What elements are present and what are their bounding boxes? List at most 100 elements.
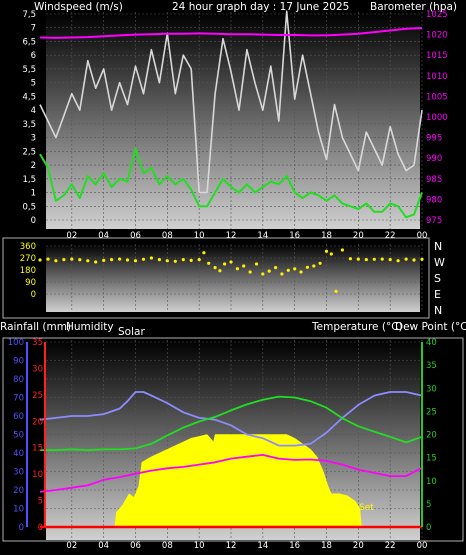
windspeed-tick-label: 4,5 xyxy=(22,92,36,102)
windspeed-tick-label: 3 xyxy=(31,134,36,144)
windspeed-tick-label: 7,5 xyxy=(22,10,36,20)
barometer-tick-label: 975 xyxy=(426,216,442,226)
barometer-tick-label: 1025 xyxy=(426,10,448,20)
direction-point xyxy=(396,259,400,263)
direction-label-w: W xyxy=(434,256,445,269)
rainfall-tick-label: 10 xyxy=(32,470,43,480)
rainfall-tick-label: 0 xyxy=(38,523,43,533)
direction-tick-label: 0 xyxy=(31,290,36,300)
time-tick-label: 20 xyxy=(353,541,364,551)
series-humidity xyxy=(39,391,423,447)
rainfall-tick-label: 25 xyxy=(32,391,43,401)
temperature-tick-label: 35 xyxy=(426,361,437,371)
temperature-tick-label: 30 xyxy=(426,384,437,394)
time-tick-label: 22 xyxy=(385,231,396,241)
rainfall-tick-label: 5 xyxy=(38,497,43,507)
humidity-tick-label: 100 xyxy=(8,338,24,348)
time-tick-label: 18 xyxy=(321,541,332,551)
direction-point xyxy=(207,261,211,265)
windspeed-tick-label: 2,5 xyxy=(22,147,36,157)
time-tick-label: 12 xyxy=(226,541,237,551)
direction-point xyxy=(299,270,303,274)
dewpoint-axis-title: Dew Point (°C) xyxy=(395,321,466,333)
temperature-tick-label: 10 xyxy=(426,477,437,487)
windspeed-axis-title: Windspeed (m/s) xyxy=(34,1,123,13)
windspeed-tick-label: 3,5 xyxy=(22,120,36,130)
barometer-tick-label: 995 xyxy=(426,134,442,144)
time-tick-label: 06 xyxy=(130,541,141,551)
time-tick-label: 10 xyxy=(194,541,205,551)
direction-point xyxy=(348,257,352,261)
time-tick-label: 02 xyxy=(66,231,77,241)
panel-wind-barometer xyxy=(46,12,420,229)
direction-point xyxy=(364,258,368,262)
direction-point xyxy=(202,251,206,255)
windspeed-tick-label: 1,5 xyxy=(22,175,36,185)
lower-panel-border xyxy=(2,337,464,542)
direction-point xyxy=(94,260,98,264)
direction-point xyxy=(340,248,344,252)
direction-point xyxy=(293,267,297,271)
windspeed-tick-label: 7 xyxy=(31,24,36,34)
direction-point xyxy=(372,257,376,261)
rainfall-tick-label: 15 xyxy=(32,444,43,454)
direction-point xyxy=(254,262,259,266)
barometer-tick-label: 990 xyxy=(426,154,442,164)
series-barometer xyxy=(39,27,423,39)
barometer-tick-label: 985 xyxy=(426,175,442,185)
series-temperature xyxy=(40,395,423,452)
time-tick-label: 08 xyxy=(162,541,173,551)
windspeed-tick-label: 6 xyxy=(31,51,36,61)
direction-point xyxy=(388,258,392,262)
direction-label-n-bottom: N xyxy=(434,304,442,317)
time-tick-label: 14 xyxy=(257,231,268,241)
barometer-tick-label: 1010 xyxy=(426,72,448,82)
direction-point xyxy=(157,258,161,262)
direction-point xyxy=(218,269,222,273)
temperature-axis-title: Temperature (°C) xyxy=(311,321,403,333)
direction-point xyxy=(420,257,424,261)
barometer-tick-label: 1020 xyxy=(426,31,448,41)
direction-tick-label: 360 xyxy=(20,242,36,252)
direction-point xyxy=(141,257,146,261)
chart-title: 24 hour graph day : 17 June 2025 xyxy=(172,1,349,13)
humidity-tick-label: 40 xyxy=(13,449,24,459)
direction-point xyxy=(261,272,265,276)
direction-point xyxy=(223,262,227,266)
time-tick-label: 06 xyxy=(130,231,141,241)
time-tick-label: 00 xyxy=(417,231,428,241)
humidity-tick-label: 10 xyxy=(13,505,24,515)
temperature-tick-label: 15 xyxy=(426,454,437,464)
direction-point xyxy=(149,256,153,260)
direction-tick-label: 90 xyxy=(25,278,36,288)
direction-point xyxy=(318,261,322,265)
direction-point xyxy=(267,269,271,273)
temperature-tick-label: 0 xyxy=(426,523,431,533)
direction-label-n-top: N xyxy=(434,240,442,253)
direction-point xyxy=(165,259,169,263)
time-tick-label: 12 xyxy=(226,231,237,241)
windspeed-tick-label: 5,5 xyxy=(22,65,36,75)
barometer-axis-title: Barometer (hpa) xyxy=(370,1,457,13)
direction-point xyxy=(110,258,114,262)
direction-point xyxy=(197,258,201,262)
series-gust xyxy=(39,10,423,194)
humidity-tick-label: 20 xyxy=(13,486,24,496)
direction-point xyxy=(329,252,333,256)
time-tick-label: 14 xyxy=(257,541,268,551)
time-tick-label: 18 xyxy=(321,231,332,241)
direction-point xyxy=(334,289,338,293)
time-tick-label: 04 xyxy=(98,231,109,241)
sunset-label: Set xyxy=(359,503,374,513)
direction-point xyxy=(412,258,416,262)
temperature-tick-label: 20 xyxy=(426,431,437,441)
humidity-axis-title: Humidity xyxy=(66,321,114,333)
time-tick-label: 10 xyxy=(194,231,205,241)
direction-point xyxy=(242,264,246,268)
direction-point xyxy=(46,257,50,261)
time-tick-label: 20 xyxy=(353,231,364,241)
direction-point xyxy=(54,259,58,263)
direction-point xyxy=(38,258,42,262)
direction-point xyxy=(125,258,130,262)
direction-tick-label: 180 xyxy=(20,266,36,276)
